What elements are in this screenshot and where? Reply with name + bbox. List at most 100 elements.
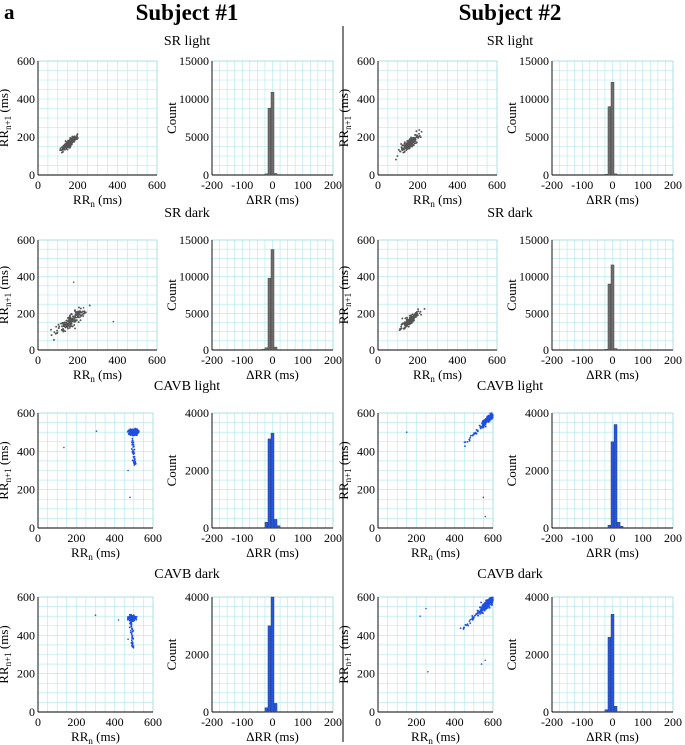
s1-cavb-dark-scatter-point xyxy=(131,630,134,633)
s1-sr-light-histogram-bar xyxy=(264,173,269,176)
s1-sr-dark-histogram-y-tick-label: 5000 xyxy=(185,306,209,320)
s2-cavb-dark-histogram-x-tick-label: 200 xyxy=(664,715,682,729)
s2-sr-dark-scatter-y-tick-label: 0 xyxy=(369,343,375,357)
s1-sr-dark-scatter-point xyxy=(65,319,68,322)
s1-sr-light-scatter-point xyxy=(59,149,62,152)
s1-sr-light-histogram-x-tick-label: 100 xyxy=(294,178,312,192)
s1-sr-light-title: SR light xyxy=(164,34,210,49)
s1-sr-dark-scatter-point xyxy=(69,325,72,328)
s1-sr-dark-scatter-point xyxy=(56,329,59,332)
s2-cavb-dark-scatter-y-tick-label: 200 xyxy=(357,667,375,681)
s2-cavb-light-histogram-bar xyxy=(619,526,624,529)
charts-layer: SR light 0 200 400 600 0 200 400 600 RRn (ms) RRn+… xyxy=(0,34,682,745)
s2-cavb-light-scatter-point xyxy=(479,427,482,430)
s2-sr-light-histogram-bar xyxy=(604,174,609,176)
s2-sr-light-histogram-bar xyxy=(613,173,618,176)
s2-cavb-dark-scatter-point xyxy=(459,627,462,630)
s1-cavb-light-scatter-x-tick-label: 600 xyxy=(144,531,162,545)
s2-cavb-light-scatter-y-tick-label: 400 xyxy=(357,444,375,458)
s2-cavb-light-scatter-point xyxy=(482,426,485,429)
s1-cavb-light-histogram-y-tick-label: 2000 xyxy=(185,464,209,478)
s1-cavb-light-title: CAVB light xyxy=(154,379,220,394)
s2-sr-dark-histogram-x-tick-label: -100 xyxy=(571,353,593,367)
s1-cavb-light-histogram-bar xyxy=(267,438,272,529)
s2-cavb-dark-scatter-y-axis-label: RRn+1 (ms) xyxy=(336,625,353,684)
s1-cavb-dark-histogram-bar xyxy=(273,703,278,713)
s2-cavb-light-scatter-point xyxy=(482,424,485,427)
s2-sr-dark-scatter-point xyxy=(409,314,412,317)
s2-cavb-dark-scatter-x-tick-label: 400 xyxy=(446,715,464,729)
s2-sr-light-scatter-y-tick-label: 600 xyxy=(357,54,375,68)
s1-sr-dark-scatter-point xyxy=(62,330,65,333)
s2-sr-dark-scatter-point xyxy=(405,324,408,327)
s1-cavb-dark-scatter-x-tick-label: 400 xyxy=(106,715,124,729)
s1-cavb-light-histogram-x-axis-label: ΔRR (ms) xyxy=(246,545,299,560)
s1-cavb-dark-scatter-point xyxy=(130,617,133,620)
s1-sr-dark-scatter-point xyxy=(66,327,69,330)
s1-sr-light-scatter-point xyxy=(70,140,73,143)
s2-sr-light-scatter-point xyxy=(408,138,411,141)
s1-cavb-light-scatter-y-tick-label: 400 xyxy=(17,444,35,458)
s1-cavb-dark-histogram-y-tick-label: 4000 xyxy=(185,590,209,604)
s2-sr-light-histogram-y-tick-label: 10000 xyxy=(519,92,549,106)
s2-sr-dark-scatter-point xyxy=(416,314,419,317)
s1-sr-dark-histogram-bar xyxy=(270,249,275,351)
s2-sr-light-histogram-x-tick-label: -200 xyxy=(541,178,563,192)
s1-cavb-dark-scatter-y-tick-label: 600 xyxy=(17,590,35,604)
s2-cavb-light-histogram-x-tick-label: -200 xyxy=(541,531,563,545)
s2-cavb-dark-scatter-point xyxy=(485,602,488,605)
s1-cavb-dark-scatter-point xyxy=(135,615,138,618)
s1-sr-dark-histogram-y-tick-label: 0 xyxy=(203,343,209,357)
s1-cavb-light-scatter-point xyxy=(133,429,136,432)
s2-sr-dark-scatter-point xyxy=(403,323,406,326)
s2-sr-light-scatter-point xyxy=(400,143,403,145)
s2-cavb-dark-scatter-point xyxy=(479,606,482,609)
s2-sr-light-histogram-x-tick-label: -100 xyxy=(571,178,593,192)
s1-sr-light-scatter-point xyxy=(59,147,62,150)
s1-sr-dark-histogram-y-tick-label: 15000 xyxy=(179,233,209,247)
s1-sr-light-scatter-point xyxy=(63,148,66,151)
s2-cavb-dark-scatter-point xyxy=(489,598,492,601)
s2-sr-dark-scatter-point xyxy=(414,316,417,319)
s1-cavb-dark-histogram-bar xyxy=(270,596,275,713)
s1-cavb-dark-scatter-x-axis-label: RRn (ms) xyxy=(71,729,120,745)
s2-sr-dark-scatter-y-axis-label: RRn+1 (ms) xyxy=(336,266,353,325)
s1-sr-dark-scatter-point xyxy=(74,309,77,312)
s2-sr-light-scatter-point xyxy=(406,139,409,142)
s2-cavb-light-scatter-point xyxy=(487,420,490,423)
s2-sr-dark-scatter-point xyxy=(401,317,404,320)
s1-cavb-light-scatter-point xyxy=(133,455,136,458)
s2-cavb-dark-scatter-point xyxy=(466,623,469,626)
s2-sr-light-scatter-point xyxy=(410,140,413,143)
s1-sr-light-scatter-point xyxy=(62,148,65,151)
s2-sr-dark-scatter-point xyxy=(411,315,414,318)
s1-sr-light-histogram-y-tick-label: 0 xyxy=(203,168,209,182)
s1-cavb-dark-scatter-y-tick-label: 200 xyxy=(17,667,35,681)
s1-cavb-light-scatter-point xyxy=(130,441,133,444)
s2-sr-dark-scatter-y-tick-label: 600 xyxy=(357,233,375,247)
s1-sr-dark-scatter-point xyxy=(62,322,65,325)
s1-cavb-dark-scatter-point xyxy=(132,645,135,648)
s1-sr-dark-scatter-point xyxy=(68,315,71,318)
s2-sr-light-scatter-point xyxy=(399,150,402,153)
s2-cavb-dark-scatter-point xyxy=(488,600,491,603)
s2-cavb-dark-scatter-point xyxy=(481,605,484,608)
s2-sr-light-scatter-point xyxy=(405,149,408,152)
s1-cavb-light-scatter-point xyxy=(134,432,136,435)
s1-sr-dark-scatter-point xyxy=(57,327,60,330)
s1-sr-dark-histogram-bar xyxy=(267,277,272,351)
s1-sr-dark-scatter-point xyxy=(50,328,52,331)
s1-cavb-dark-scatter-y-tick-label: 0 xyxy=(29,705,35,719)
s1-sr-dark-histogram-bar xyxy=(273,346,278,351)
s2-cavb-dark-scatter-outlier-point xyxy=(484,659,487,662)
s1-sr-light-scatter-point xyxy=(63,147,66,150)
s2-cavb-light-scatter-point xyxy=(480,425,483,428)
s1-cavb-light-scatter-y-axis-label: RRn+1 (ms) xyxy=(0,441,13,500)
s1-sr-dark-histogram-bar xyxy=(261,349,266,351)
s2-cavb-dark-scatter-point xyxy=(483,608,486,611)
s1-sr-dark-scatter-point xyxy=(64,330,67,333)
s2-sr-light-scatter-point xyxy=(414,136,417,139)
s1-sr-dark-histogram-y-tick-label: 10000 xyxy=(179,270,209,284)
s2-sr-dark-scatter-x-axis-label: RRn (ms) xyxy=(413,367,462,384)
